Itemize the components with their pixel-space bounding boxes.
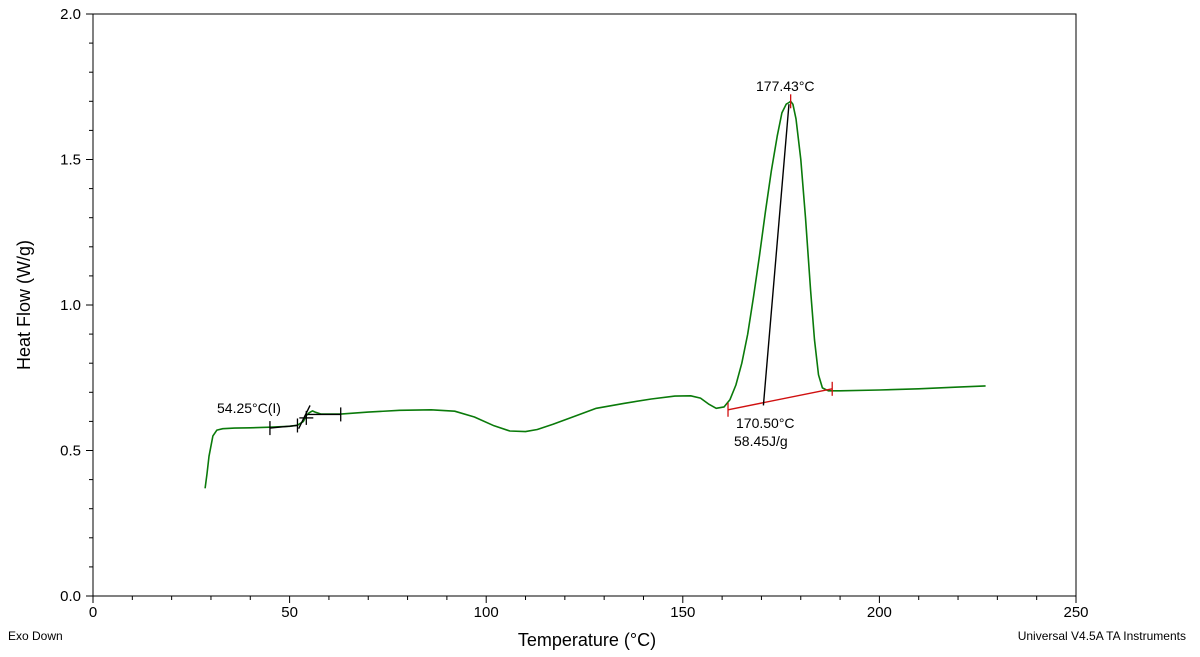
x-axis-title: Temperature (°C) [518, 630, 656, 650]
x-tick-label-2: 100 [474, 604, 499, 621]
enthalpy-label: 58.45J/g [734, 433, 788, 449]
x-tick-label-0: 0 [89, 604, 97, 621]
y-tick-label-1: 0.5 [60, 443, 81, 460]
y-tick-label-4: 2.0 [60, 6, 81, 23]
heat-flow-curve-0 [204, 100, 986, 489]
software-version-note: Universal V4.5A TA Instruments [1017, 629, 1186, 643]
x-tick-label-4: 200 [867, 604, 892, 621]
peak-temperature-label: 177.43°C [756, 78, 815, 94]
y-axis-title: Heat Flow (W/g) [14, 240, 34, 370]
y-tick-label-2: 1.0 [60, 297, 81, 314]
glass-transition-label: 54.25°C(I) [217, 400, 281, 416]
x-tick-label-1: 50 [281, 604, 298, 621]
y-tick-label-3: 1.5 [60, 152, 81, 169]
exo-direction-note: Exo Down [8, 629, 63, 643]
x-tick-label-5: 250 [1063, 604, 1088, 621]
tg-tangent-line [298, 405, 311, 429]
melt-onset-tangent [762, 104, 790, 406]
melt-integration-baseline [727, 388, 833, 411]
y-tick-label-0: 0.0 [60, 588, 81, 605]
axis-ticks: 0 50 100 150 200 250 0.0 0.5 1.0 1.5 2.0 [60, 6, 1088, 621]
series-layer [204, 100, 986, 489]
annotation-layer [269, 94, 833, 436]
tg-lower-baseline [269, 424, 298, 429]
x-tick-label-3: 150 [670, 604, 695, 621]
plot-frame [92, 13, 1077, 597]
onset-temperature-label: 170.50°C [736, 415, 795, 431]
